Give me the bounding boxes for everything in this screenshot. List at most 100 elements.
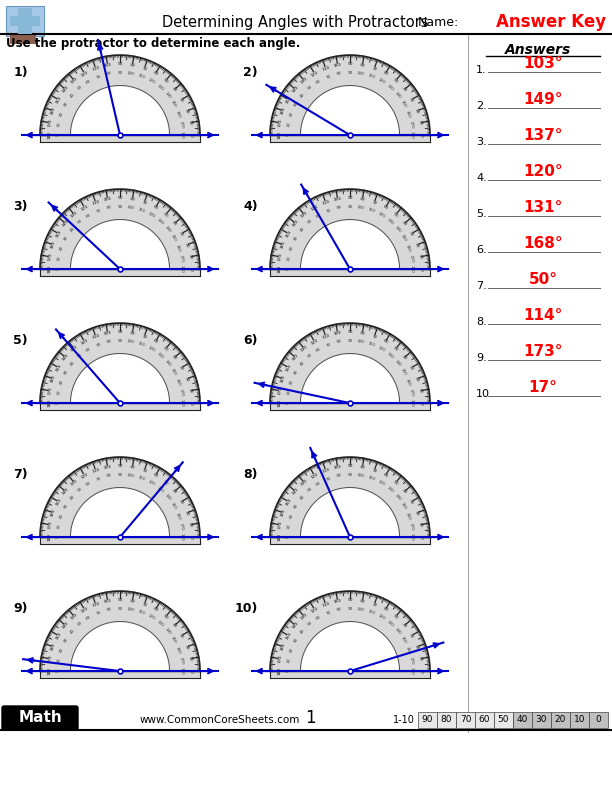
Text: 5): 5) — [13, 334, 28, 347]
Text: 160: 160 — [405, 109, 411, 118]
Polygon shape — [70, 219, 170, 269]
Polygon shape — [40, 55, 200, 135]
Text: 80: 80 — [359, 465, 365, 470]
Text: 0: 0 — [286, 670, 290, 672]
Text: 170: 170 — [179, 656, 184, 664]
Text: 3.: 3. — [476, 137, 487, 147]
Text: 2.: 2. — [476, 101, 487, 111]
Text: 170: 170 — [408, 522, 414, 531]
Text: 160: 160 — [175, 244, 182, 252]
Polygon shape — [300, 622, 400, 671]
Text: 60: 60 — [152, 70, 159, 77]
Bar — [40, 670, 200, 678]
Text: 60: 60 — [382, 339, 389, 345]
Text: 130: 130 — [70, 77, 79, 85]
Text: 100: 100 — [103, 599, 112, 604]
Text: 120: 120 — [80, 472, 89, 480]
Text: 40: 40 — [171, 354, 177, 361]
Text: 40: 40 — [299, 226, 305, 233]
Text: 90: 90 — [347, 330, 353, 334]
Polygon shape — [40, 457, 200, 537]
Text: 80: 80 — [441, 715, 452, 725]
Text: 50: 50 — [392, 614, 399, 620]
Text: 120: 120 — [80, 204, 89, 211]
Text: 160: 160 — [175, 378, 182, 386]
Text: 20: 20 — [289, 111, 294, 117]
Text: 60: 60 — [86, 480, 92, 486]
Text: 170: 170 — [408, 120, 414, 128]
Text: 100: 100 — [334, 465, 342, 470]
Text: 80: 80 — [337, 607, 342, 612]
Text: 90: 90 — [348, 607, 353, 611]
Text: 180: 180 — [180, 667, 184, 675]
Text: 160: 160 — [280, 240, 287, 249]
Text: 130: 130 — [386, 84, 394, 92]
Text: 0: 0 — [188, 670, 193, 672]
Text: 40: 40 — [69, 226, 76, 233]
Text: 150: 150 — [55, 631, 62, 640]
Text: 70: 70 — [326, 342, 332, 348]
Text: 170: 170 — [48, 253, 53, 261]
Bar — [40, 134, 200, 143]
Text: 100: 100 — [127, 71, 135, 77]
Text: 130: 130 — [70, 613, 79, 621]
Text: 130: 130 — [386, 485, 394, 493]
Text: 180: 180 — [180, 399, 184, 407]
Text: 6.: 6. — [476, 245, 487, 255]
Text: 140: 140 — [291, 621, 300, 630]
Text: 120: 120 — [80, 338, 89, 345]
Text: 180: 180 — [277, 667, 281, 676]
Text: 30: 30 — [178, 498, 184, 505]
Text: 10: 10 — [286, 524, 291, 529]
Bar — [513, 712, 532, 728]
Text: 50: 50 — [162, 614, 169, 620]
Text: 160: 160 — [405, 512, 411, 520]
Text: 110: 110 — [367, 208, 376, 214]
Text: 120: 120 — [376, 480, 386, 487]
Text: 140: 140 — [62, 219, 70, 228]
Text: 160: 160 — [50, 240, 57, 249]
Text: 150: 150 — [285, 631, 293, 640]
Text: Answers: Answers — [505, 43, 571, 57]
Text: 180: 180 — [410, 265, 414, 273]
Text: 100: 100 — [334, 196, 342, 202]
Text: 110: 110 — [91, 65, 100, 72]
Text: 40: 40 — [171, 623, 177, 629]
Text: 120: 120 — [376, 614, 386, 621]
Text: 80: 80 — [129, 599, 135, 604]
Text: 50: 50 — [162, 479, 169, 486]
Text: 170: 170 — [408, 656, 414, 664]
Text: 140: 140 — [394, 359, 401, 367]
Text: 70: 70 — [141, 468, 147, 474]
Text: 40: 40 — [69, 494, 76, 501]
Text: Determining Angles with Protractors: Determining Angles with Protractors — [162, 14, 428, 29]
Text: 60: 60 — [152, 204, 159, 211]
Text: 90: 90 — [118, 71, 122, 75]
Text: 80: 80 — [129, 331, 135, 336]
Text: 30: 30 — [408, 97, 414, 103]
Text: 130: 130 — [155, 619, 164, 627]
Text: 20: 20 — [289, 245, 294, 251]
Text: 100: 100 — [357, 205, 365, 211]
Text: 150: 150 — [285, 363, 293, 372]
Text: 173°: 173° — [523, 344, 563, 359]
Text: 0: 0 — [188, 268, 193, 270]
Text: 120: 120 — [310, 472, 319, 480]
Text: 103°: 103° — [523, 55, 563, 70]
Text: 110: 110 — [321, 601, 330, 607]
Text: 30: 30 — [178, 364, 184, 371]
Text: 90: 90 — [118, 473, 122, 477]
Text: 180: 180 — [47, 533, 51, 541]
Text: 100: 100 — [103, 465, 112, 470]
Text: 80: 80 — [359, 197, 365, 202]
Text: 110: 110 — [137, 610, 146, 616]
Text: 60: 60 — [382, 473, 389, 479]
Polygon shape — [270, 189, 430, 269]
Text: 10: 10 — [286, 390, 291, 395]
Text: 0: 0 — [419, 535, 423, 539]
Text: 10: 10 — [56, 524, 61, 529]
Text: 60: 60 — [382, 70, 389, 77]
Text: 1.: 1. — [476, 65, 487, 75]
Bar — [475, 712, 494, 728]
Text: 130: 130 — [386, 352, 394, 360]
